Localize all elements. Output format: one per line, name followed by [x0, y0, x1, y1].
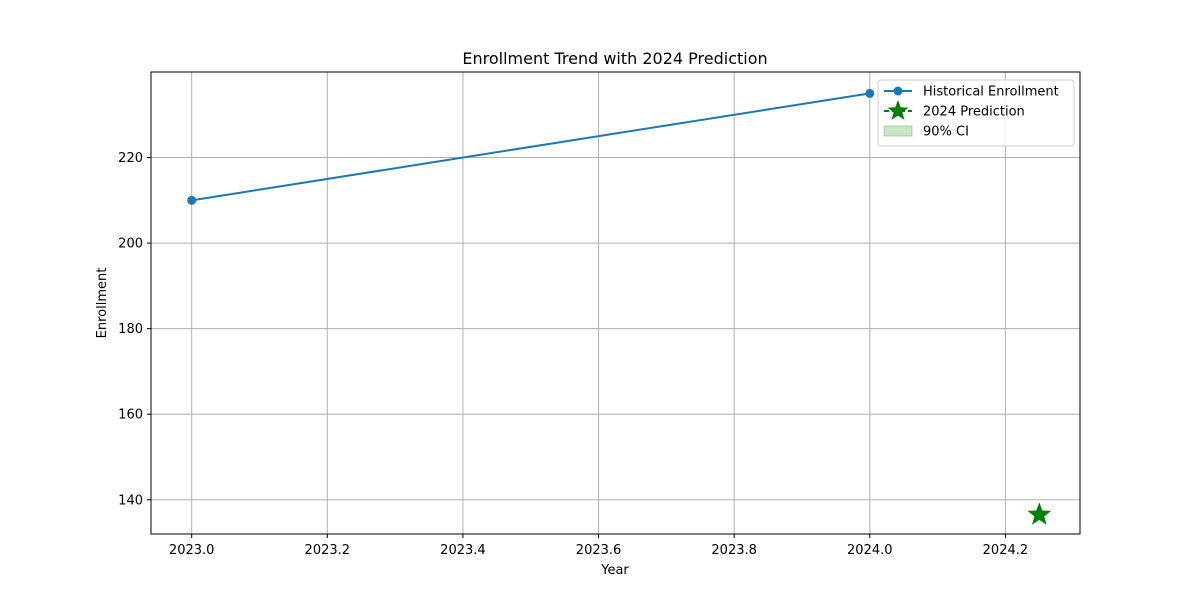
legend-label-prediction: 2024 Prediction — [923, 105, 1025, 120]
chart-title: Enrollment Trend with 2024 Prediction — [462, 49, 767, 68]
plot-series — [187, 88, 1052, 525]
legend-ci-swatch — [883, 125, 913, 137]
axis-ticks: 2023.0 2023.2 2023.4 2023.6 2023.8 2024.0 2024… — [118, 151, 1028, 558]
legend-historical-marker — [893, 86, 903, 96]
y-tick-label: 160 — [118, 408, 143, 423]
y-tick-label: 200 — [118, 237, 143, 252]
legend-label-ci: 90% CI — [923, 125, 969, 140]
x-tick-label: 2024.0 — [847, 543, 893, 558]
legend: Historical Enrollment 2024 Prediction 90% … — [877, 79, 1075, 147]
historical-enrollment-line — [191, 92, 870, 202]
plot-frame — [150, 71, 1081, 535]
legend-prediction-star — [887, 100, 909, 120]
prediction-star-marker — [1027, 502, 1052, 525]
grid — [151, 72, 1080, 534]
y-tick-label: 140 — [118, 493, 143, 508]
historical-enrollment-point — [865, 88, 875, 98]
y-tick-label: 220 — [118, 151, 143, 166]
x-tick-label: 2023.2 — [305, 543, 351, 558]
historical-enrollment-point — [187, 195, 197, 205]
x-tick-label: 2023.8 — [711, 543, 757, 558]
y-tick-label: 180 — [118, 322, 143, 337]
x-axis-label: Year — [600, 563, 629, 578]
legend-box — [877, 79, 1075, 147]
x-tick-label: 2023.4 — [440, 543, 486, 558]
x-tick-label: 2024.2 — [983, 543, 1029, 558]
legend-label-historical: Historical Enrollment — [923, 85, 1059, 100]
y-axis-label: Enrollment — [95, 268, 110, 339]
x-tick-label: 2023.0 — [169, 543, 215, 558]
x-tick-label: 2023.6 — [576, 543, 622, 558]
